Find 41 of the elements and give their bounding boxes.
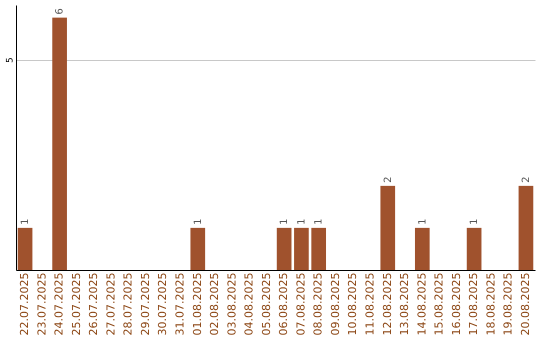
x-tick-label: 02.08.2025 [208,272,222,336]
data-label: 6 [54,8,66,15]
x-tick-label: 30.07.2025 [156,272,170,336]
x-tick-label: 17.08.2025 [467,272,480,336]
x-tick-label: 13.08.2025 [398,272,412,336]
x-tick-label: 07.08.2025 [294,272,308,336]
x-tick-label: 09.08.2025 [328,272,342,336]
x-tick-label: 04.08.2025 [242,272,256,336]
x-tick-label: 29.07.2025 [138,272,152,336]
x-tick-label: 16.08.2025 [450,272,463,336]
data-label: 1 [469,218,480,225]
x-tick-label: 05.08.2025 [260,272,273,336]
x-tick-label: 01.08.2025 [190,272,204,336]
data-label: 1 [279,218,290,225]
x-tick-label: 06.08.2025 [277,272,290,336]
x-tick-label: 18.08.2025 [484,272,498,336]
y-tick-label: 5 [6,57,16,64]
data-label: 1 [314,218,325,225]
x-tick-label: 10.08.2025 [346,272,360,336]
x-tick-label: 24.07.2025 [52,272,66,336]
x-tick-label: 12.08.2025 [380,272,394,336]
x-tick-label: 14.08.2025 [415,272,428,336]
x-tick-label: 31.07.2025 [174,272,187,336]
x-tick-label: 03.08.2025 [225,272,238,336]
data-label: 1 [20,218,32,225]
x-tick-label: 23.07.2025 [35,272,48,336]
x-tick-label: 28.07.2025 [122,272,135,336]
x-tick-label: 15.08.2025 [432,272,446,336]
x-tick-label: 19.08.2025 [502,272,515,336]
x-tick-label: 22.07.2025 [18,272,32,336]
x-tick-label: 20.08.2025 [518,272,532,336]
data-label: 1 [417,218,428,225]
data-label: 1 [296,218,308,225]
x-tick-label: 26.07.2025 [87,272,100,336]
data-label: 1 [192,218,204,225]
data-label: 2 [520,176,532,183]
x-tick-label: 27.07.2025 [104,272,118,336]
x-tick-label: 08.08.2025 [312,272,325,336]
x-tick-label: 25.07.2025 [70,272,83,336]
x-tick-label: 11.08.2025 [363,272,376,336]
data-label: 2 [382,176,394,183]
